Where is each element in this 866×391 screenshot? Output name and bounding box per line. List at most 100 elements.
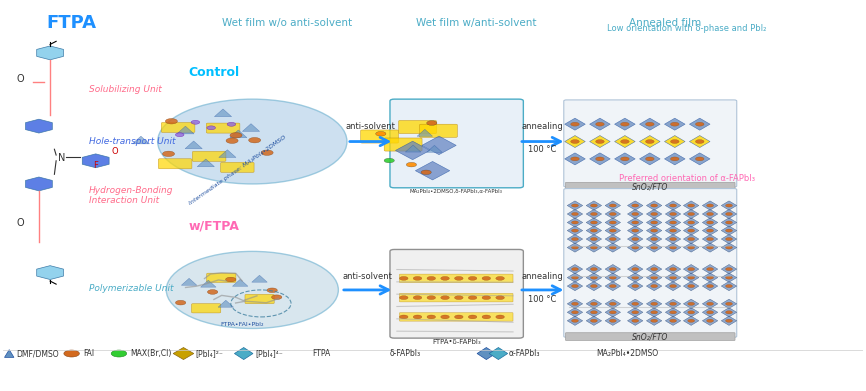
Text: anti-solvent: anti-solvent bbox=[346, 122, 395, 131]
Polygon shape bbox=[646, 218, 662, 227]
Circle shape bbox=[455, 315, 463, 319]
Polygon shape bbox=[628, 209, 643, 219]
Text: Preferred orientation of α-FAPbI₃: Preferred orientation of α-FAPbI₃ bbox=[619, 174, 755, 183]
Polygon shape bbox=[702, 273, 718, 282]
Polygon shape bbox=[628, 235, 643, 244]
FancyBboxPatch shape bbox=[192, 151, 226, 161]
Polygon shape bbox=[665, 299, 681, 308]
Circle shape bbox=[591, 221, 598, 224]
Polygon shape bbox=[628, 316, 643, 325]
Circle shape bbox=[707, 276, 714, 279]
Polygon shape bbox=[665, 226, 681, 235]
Circle shape bbox=[399, 315, 408, 319]
Polygon shape bbox=[567, 243, 583, 252]
Circle shape bbox=[421, 170, 431, 175]
Circle shape bbox=[726, 221, 733, 224]
Circle shape bbox=[726, 237, 733, 240]
Polygon shape bbox=[586, 273, 602, 282]
Circle shape bbox=[650, 212, 657, 215]
Text: Polymerizable Unit: Polymerizable Unit bbox=[89, 283, 173, 292]
Text: FTPA: FTPA bbox=[313, 349, 331, 358]
Polygon shape bbox=[173, 348, 194, 360]
Text: FTPA: FTPA bbox=[47, 14, 97, 32]
Circle shape bbox=[413, 276, 422, 280]
Polygon shape bbox=[683, 264, 699, 274]
Polygon shape bbox=[702, 235, 718, 244]
FancyBboxPatch shape bbox=[390, 99, 523, 188]
Circle shape bbox=[455, 276, 463, 280]
Polygon shape bbox=[417, 129, 433, 136]
Circle shape bbox=[645, 157, 654, 161]
Circle shape bbox=[399, 296, 408, 300]
Circle shape bbox=[670, 140, 679, 143]
Text: MA₂PbI₄•2DMSO,δ-FAPbI₃,α-FAPbI₃: MA₂PbI₄•2DMSO,δ-FAPbI₃,α-FAPbI₃ bbox=[410, 189, 503, 194]
Polygon shape bbox=[702, 282, 718, 291]
Circle shape bbox=[111, 350, 126, 357]
Circle shape bbox=[591, 229, 598, 232]
Circle shape bbox=[469, 315, 477, 319]
Polygon shape bbox=[646, 316, 662, 325]
Circle shape bbox=[669, 276, 676, 279]
Circle shape bbox=[572, 285, 578, 288]
Text: Annealed film: Annealed film bbox=[630, 18, 701, 28]
Circle shape bbox=[632, 221, 638, 224]
Text: α-FAPbI₃: α-FAPbI₃ bbox=[508, 349, 540, 358]
Polygon shape bbox=[132, 136, 150, 144]
FancyBboxPatch shape bbox=[565, 333, 735, 341]
Polygon shape bbox=[396, 141, 430, 160]
Circle shape bbox=[591, 212, 598, 215]
Circle shape bbox=[610, 311, 617, 314]
Circle shape bbox=[591, 267, 598, 271]
Circle shape bbox=[469, 296, 477, 300]
Circle shape bbox=[572, 302, 578, 305]
Circle shape bbox=[688, 229, 695, 232]
Polygon shape bbox=[36, 46, 63, 60]
Circle shape bbox=[227, 122, 236, 126]
Text: w/FTPA: w/FTPA bbox=[188, 220, 239, 233]
Polygon shape bbox=[646, 308, 662, 317]
Polygon shape bbox=[628, 201, 643, 210]
Polygon shape bbox=[702, 299, 718, 308]
Circle shape bbox=[261, 150, 273, 155]
Circle shape bbox=[610, 267, 617, 271]
Polygon shape bbox=[605, 218, 621, 227]
Circle shape bbox=[249, 138, 261, 143]
Text: 100 °C: 100 °C bbox=[528, 145, 557, 154]
Circle shape bbox=[441, 276, 449, 280]
Polygon shape bbox=[36, 265, 63, 280]
Polygon shape bbox=[567, 264, 583, 274]
Circle shape bbox=[688, 302, 695, 305]
Circle shape bbox=[496, 296, 504, 300]
Polygon shape bbox=[215, 109, 231, 117]
Polygon shape bbox=[689, 118, 710, 130]
Polygon shape bbox=[615, 118, 635, 130]
Polygon shape bbox=[646, 235, 662, 244]
Circle shape bbox=[610, 204, 617, 207]
FancyBboxPatch shape bbox=[565, 182, 735, 190]
Text: annealing: annealing bbox=[521, 272, 563, 281]
Circle shape bbox=[621, 122, 630, 126]
Circle shape bbox=[572, 311, 578, 314]
Polygon shape bbox=[586, 299, 602, 308]
Circle shape bbox=[707, 229, 714, 232]
Circle shape bbox=[427, 121, 437, 126]
Circle shape bbox=[225, 277, 236, 282]
Polygon shape bbox=[82, 154, 109, 168]
Circle shape bbox=[669, 311, 676, 314]
Polygon shape bbox=[586, 235, 602, 244]
Polygon shape bbox=[235, 348, 253, 360]
Circle shape bbox=[632, 212, 638, 215]
Polygon shape bbox=[590, 118, 611, 130]
Circle shape bbox=[166, 251, 339, 328]
Circle shape bbox=[669, 319, 676, 322]
Circle shape bbox=[707, 311, 714, 314]
Circle shape bbox=[571, 157, 579, 161]
Circle shape bbox=[726, 302, 733, 305]
Polygon shape bbox=[405, 145, 421, 152]
Polygon shape bbox=[646, 282, 662, 291]
Circle shape bbox=[427, 315, 436, 319]
Circle shape bbox=[688, 285, 695, 288]
Text: O: O bbox=[16, 218, 23, 228]
Polygon shape bbox=[721, 299, 737, 308]
Circle shape bbox=[482, 296, 491, 300]
